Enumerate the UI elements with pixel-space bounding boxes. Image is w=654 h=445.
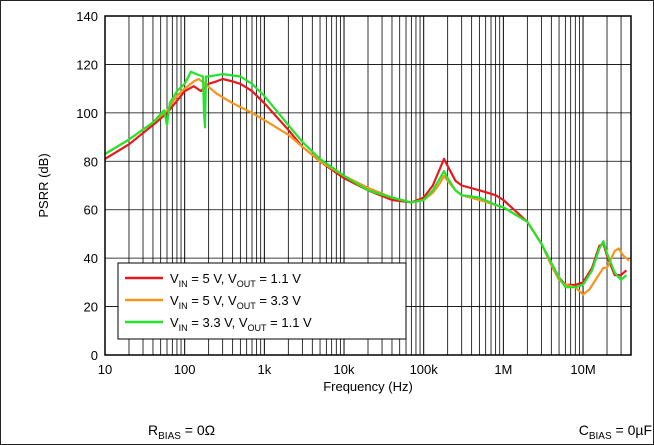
legend-label-part: = 5 V, V (188, 271, 237, 286)
legend-label-2: VIN = 5 V, VOUT = 3.3 V (170, 293, 301, 311)
x-tick-label: 1k (257, 362, 271, 377)
x-tick-label: 100 (174, 362, 196, 377)
rbias-label: RBIAS = 0Ω (148, 422, 215, 442)
legend-label-part: IN (179, 279, 188, 289)
legend-label-part: V (170, 271, 179, 286)
tick-labels: 10 100 1k 10k 100k 1M 10M 0 20 40 60 80 100 120 140 (76, 9, 595, 377)
series-line-2 (104, 77, 630, 296)
x-tick-label: 10k (334, 362, 355, 377)
legend-label-part: OUT (248, 323, 268, 333)
rbias-subscript: BIAS (158, 431, 181, 442)
cbias-value: = 0µF (612, 422, 652, 438)
cbias-subscript: BIAS (589, 431, 612, 442)
legend-label-1: VIN = 5 V, VOUT = 1.1 V (170, 271, 301, 289)
series-line-1 (104, 77, 628, 286)
legend-label-part: = 5 V, V (188, 293, 237, 308)
legend-label-part: IN (179, 323, 188, 333)
series-layer (104, 70, 630, 296)
legend-label-part: = 1.1 V (256, 271, 301, 286)
x-tick-label: 1M (494, 362, 512, 377)
cbias-label: CBIAS = 0µF (579, 422, 652, 442)
y-tick-label: 60 (84, 203, 98, 218)
legend-label-3: VIN = 3.3 V, VOUT = 1.1 V (170, 315, 312, 333)
y-axis-label: PSRR (dB) (36, 153, 51, 217)
series-line-3 (104, 70, 628, 289)
y-tick-label: 0 (91, 348, 98, 363)
x-tick-label: 100k (410, 362, 439, 377)
legend-label-part: = 3.3 V (256, 293, 301, 308)
rbias-value: = 0Ω (181, 422, 215, 438)
y-tick-label: 140 (76, 9, 98, 24)
y-tick-label: 80 (84, 154, 98, 169)
x-tick-label: 10 (98, 362, 112, 377)
legend-label-part: IN (179, 301, 188, 311)
y-tick-label: 40 (84, 251, 98, 266)
legend-label-part: V (170, 293, 179, 308)
y-tick-label: 20 (84, 300, 98, 315)
y-tick-label: 100 (76, 106, 98, 121)
legend-box (117, 262, 407, 340)
y-tick-label: 120 (76, 57, 98, 72)
rbias-main: R (148, 422, 158, 438)
legend-label-part: = 3.3 V, V (188, 315, 248, 330)
x-axis-label: Frequency (Hz) (323, 379, 413, 394)
plot-border (104, 15, 632, 356)
legend-label-part: OUT (237, 279, 257, 289)
legend-label-part: V (170, 315, 179, 330)
legend-label-part: = 1.1 V (267, 315, 312, 330)
x-tick-label: 10M (570, 362, 595, 377)
legend-label-part: OUT (237, 301, 257, 311)
cbias-main: C (579, 422, 589, 438)
